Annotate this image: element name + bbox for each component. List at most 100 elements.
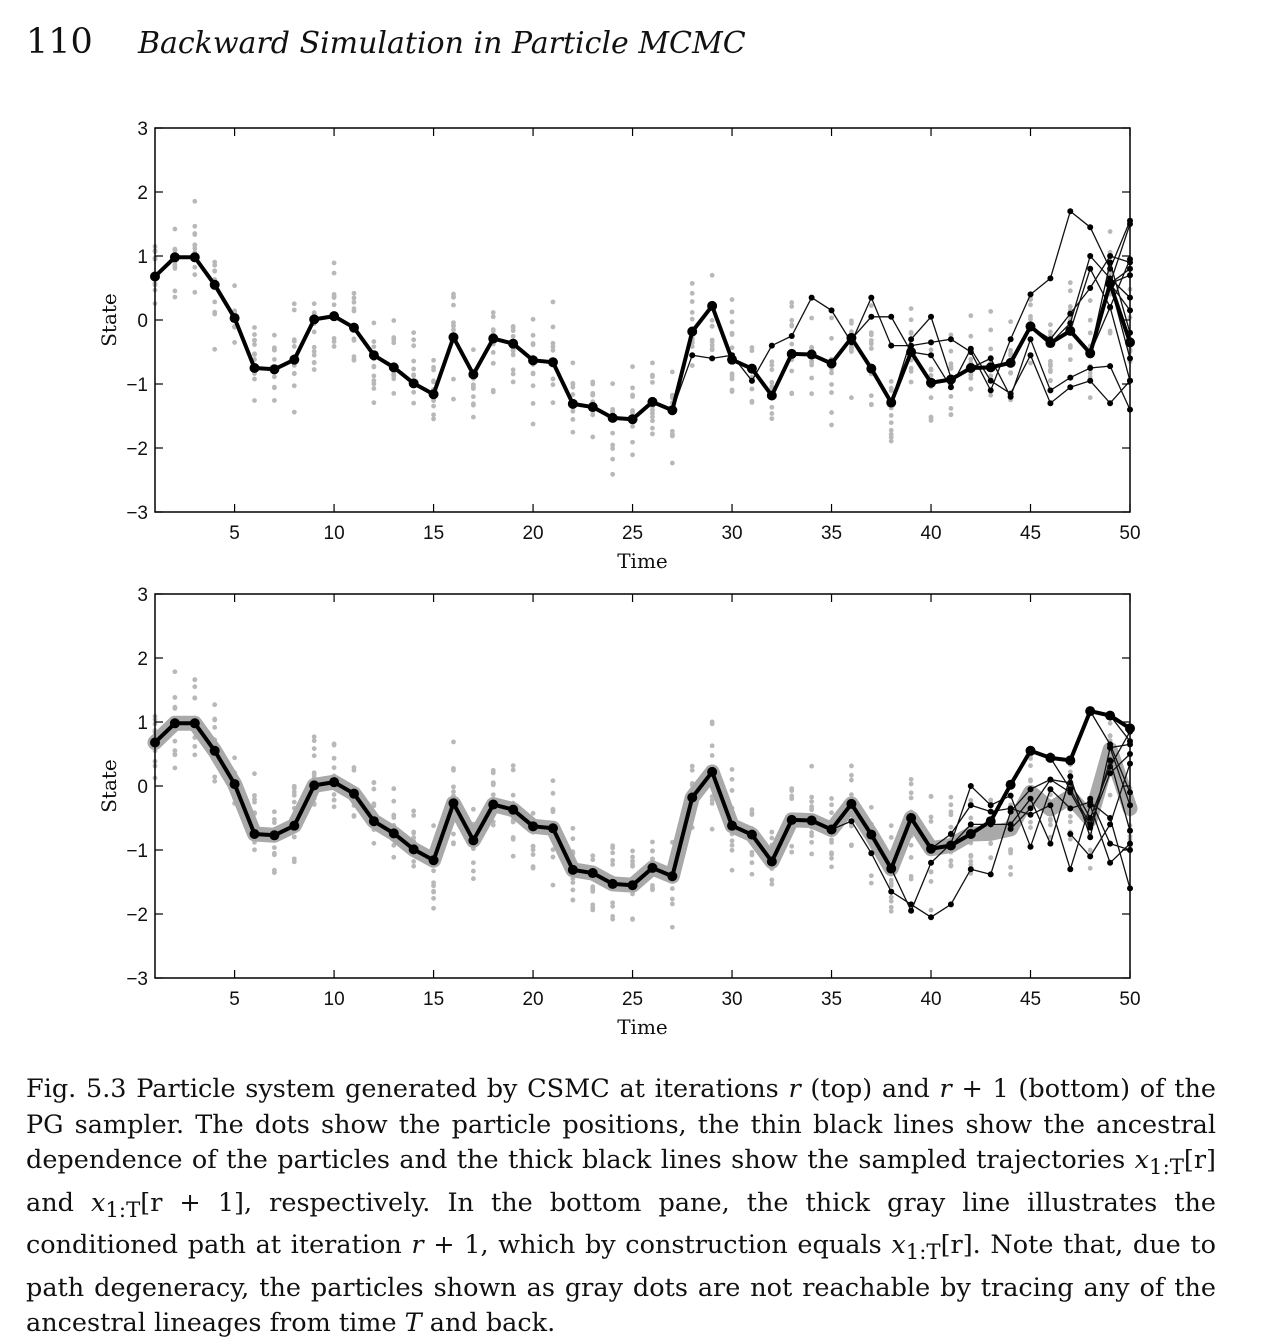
particle-dot [252,847,257,853]
ancestral-point [868,850,875,857]
trajectory-point [667,405,678,416]
particle-dot [948,794,954,800]
particle-dot [411,830,417,836]
particle-dot [451,766,456,771]
particle-dot [789,322,795,328]
caption-math: r [788,1074,801,1104]
particle-dots [152,198,1133,477]
particle-dot [530,383,536,389]
particle-dot [769,384,775,389]
ancestral-point [1047,275,1054,282]
trajectory-point [587,402,598,413]
ancestral-point [947,831,954,837]
particle-dot [1048,329,1053,335]
particle-dot [510,348,516,354]
particle-dot [809,358,815,364]
ancestral-point [947,384,954,391]
particle-dot [530,341,536,346]
trajectory-point [906,813,917,823]
particle-dot [968,859,974,864]
particle-dot [510,835,516,840]
particle-dot [212,346,218,352]
particle-dot [490,822,496,828]
caption-math: r [939,1074,952,1104]
particle-dot [729,309,735,315]
particle-dot [849,792,854,798]
caption-text: , respectively. In the bottom pane, the … [26,1187,1217,1261]
particle-dot [749,849,755,855]
particle-dot [650,410,655,416]
x-tick-label: 30 [721,523,742,544]
particle-dot [630,385,635,391]
x-axis-label: Time [617,1015,668,1039]
particle-dot [530,370,536,376]
particle-dot [192,264,198,270]
particle-dot [1048,358,1053,364]
particle-dot [809,362,815,368]
trajectory-point [348,322,359,333]
particle-dot [749,398,755,404]
particle-dot [689,310,695,315]
particle-dot [1087,298,1093,303]
particle-dot [291,409,297,415]
trajectory-point [647,396,658,407]
particle-dot [252,342,257,347]
particle-dot [311,770,317,776]
x-tick-label: 30 [721,989,742,1010]
ancestral-point [1067,866,1074,873]
x-tick-label: 50 [1119,989,1140,1010]
particle-dot [789,341,795,347]
particle-dot [470,402,476,408]
particle-dot [490,310,496,315]
particle-dot [849,395,854,401]
particle-dot [371,339,377,344]
trajectory-point [528,821,539,832]
particle-dot [1008,864,1014,870]
ancestral-lineage [1069,763,1131,858]
ancestral-point [1067,208,1074,215]
particle-dot [431,357,436,363]
ancestral-point [1067,310,1074,317]
ancestral-point [987,808,994,815]
particle-dot [829,855,834,861]
trajectory-point [866,363,877,374]
ancestral-lineage [1089,305,1131,381]
particle-dot [490,360,496,366]
particle-dot [192,198,198,204]
particle-dot [550,299,556,305]
particle-dot [888,835,894,840]
ancestral-point [828,307,835,314]
particle-dot [172,294,178,300]
particle-dot [928,367,934,373]
particle-dot [371,400,377,406]
ancestral-point [1007,792,1014,799]
particle-dot [1048,369,1053,375]
particle-dot [570,417,576,422]
particle-dot [908,781,914,787]
ancestral-point [987,387,994,394]
particle-dot [431,379,436,385]
particle-dot [411,400,417,406]
particle-dot [769,359,775,365]
particle-dot [1087,374,1093,380]
ancestral-point [1087,365,1094,371]
particle-dot [550,324,556,330]
particle-dot [669,428,675,434]
particle-dot [908,306,914,312]
particle-dot [1067,769,1073,775]
trajectory-point [627,880,638,891]
particle-dot [729,776,735,782]
particle-dot [650,374,655,380]
particle-dot [650,886,655,892]
particle-dot [451,831,456,837]
particle-dot [829,810,834,816]
caption-text: and [26,1187,91,1218]
particle-dot [431,889,436,895]
particle-dot [849,823,854,829]
particle-dot [689,763,695,769]
x-tick-label: 25 [622,523,643,544]
particle-dot [451,291,456,297]
particle-dot [550,344,556,350]
x-tick-label: 50 [1119,523,1140,544]
particle-dot [451,840,456,846]
